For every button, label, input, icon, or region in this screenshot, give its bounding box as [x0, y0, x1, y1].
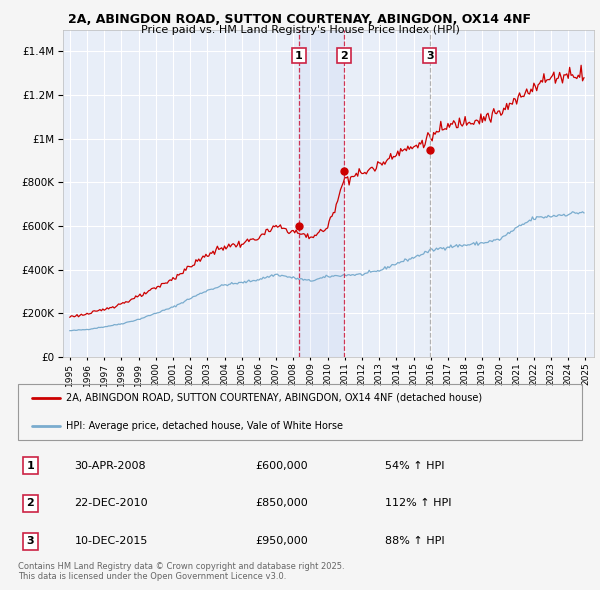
- Text: This data is licensed under the Open Government Licence v3.0.: This data is licensed under the Open Gov…: [18, 572, 286, 581]
- Text: 2: 2: [26, 499, 34, 509]
- Text: £600,000: £600,000: [255, 461, 308, 470]
- Text: 88% ↑ HPI: 88% ↑ HPI: [385, 536, 444, 546]
- Text: 1: 1: [295, 51, 303, 61]
- Text: 1: 1: [26, 461, 34, 470]
- Text: 30-APR-2008: 30-APR-2008: [74, 461, 146, 470]
- Text: 2: 2: [340, 51, 348, 61]
- Text: 112% ↑ HPI: 112% ↑ HPI: [385, 499, 451, 509]
- Text: 2A, ABINGDON ROAD, SUTTON COURTENAY, ABINGDON, OX14 4NF: 2A, ABINGDON ROAD, SUTTON COURTENAY, ABI…: [68, 13, 532, 26]
- Text: 22-DEC-2010: 22-DEC-2010: [74, 499, 148, 509]
- Text: 10-DEC-2015: 10-DEC-2015: [74, 536, 148, 546]
- Text: 2A, ABINGDON ROAD, SUTTON COURTENAY, ABINGDON, OX14 4NF (detached house): 2A, ABINGDON ROAD, SUTTON COURTENAY, ABI…: [66, 392, 482, 402]
- Text: 3: 3: [26, 536, 34, 546]
- Text: HPI: Average price, detached house, Vale of White Horse: HPI: Average price, detached house, Vale…: [66, 421, 343, 431]
- Text: Price paid vs. HM Land Registry's House Price Index (HPI): Price paid vs. HM Land Registry's House …: [140, 25, 460, 35]
- Bar: [299, 30, 344, 357]
- Text: 3: 3: [426, 51, 434, 61]
- Text: £850,000: £850,000: [255, 499, 308, 509]
- Text: £950,000: £950,000: [255, 536, 308, 546]
- Text: Contains HM Land Registry data © Crown copyright and database right 2025.: Contains HM Land Registry data © Crown c…: [18, 562, 344, 571]
- Text: 54% ↑ HPI: 54% ↑ HPI: [385, 461, 444, 470]
